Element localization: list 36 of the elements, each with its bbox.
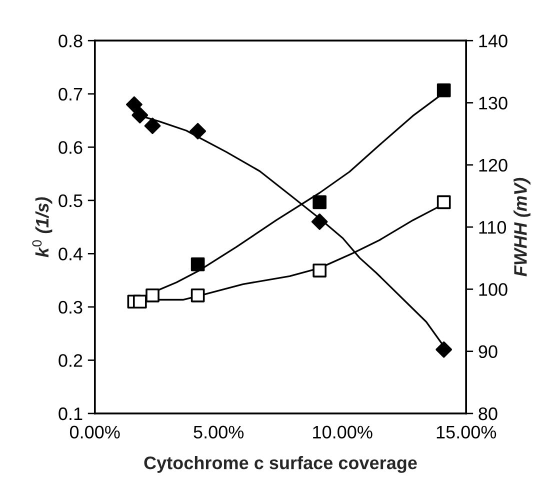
point: [436, 341, 452, 358]
y2-tick-label: 130: [479, 96, 508, 110]
point: [436, 83, 451, 98]
y2-tick-label: 80: [478, 407, 498, 420]
point: [312, 264, 327, 278]
y2-tick-label: 100: [479, 283, 508, 296]
point: [311, 214, 328, 230]
y-tick-label: 0.4: [58, 248, 83, 260]
point: [190, 122, 206, 140]
y2-axis-title: FWHH (mV): [514, 178, 530, 276]
point: [312, 195, 327, 210]
point: [190, 257, 205, 272]
y-tick-label: 0.8: [58, 34, 82, 48]
x-axis-title: Cytochrome c surface coverage: [144, 456, 417, 473]
x-tick-label: 15.00%: [436, 426, 496, 439]
point: [132, 294, 147, 309]
y2-tick-label: 110: [479, 220, 506, 234]
y-axis-title: k$^{0}$ (1/s): [32, 197, 52, 258]
y2-tick-label: 120: [479, 158, 508, 172]
y-tick-label: 0.6: [58, 141, 82, 154]
point: [126, 96, 142, 113]
y-tick-label: 0.3: [58, 300, 82, 314]
y-tick-label: 0.1: [58, 407, 82, 420]
x-tick-label: 0.00%: [70, 426, 120, 439]
x-tick-label: 5.00%: [194, 426, 244, 439]
point: [190, 288, 205, 302]
point: [146, 288, 160, 302]
y-tick-label: 0.5: [58, 194, 82, 208]
y2-tick-label: 90: [478, 345, 498, 358]
y-tick-label: 0.7: [58, 88, 82, 101]
point: [144, 118, 161, 134]
point: [436, 195, 451, 210]
x-tick-label: 10.00%: [313, 426, 372, 439]
point: [132, 107, 148, 124]
y2-tick-label: 140: [479, 34, 508, 48]
y-tick-label: 0.2: [58, 354, 82, 367]
